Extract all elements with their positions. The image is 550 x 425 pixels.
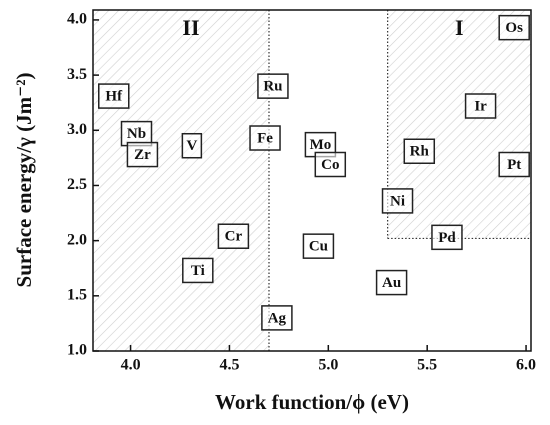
y-axis-title: Surface energy/γ (Jm⁻²) bbox=[12, 73, 36, 288]
point-label: Hf bbox=[105, 89, 123, 105]
point-label: Cr bbox=[225, 229, 243, 245]
point-box bbox=[126, 141, 159, 168]
x-tick-label: 6.0 bbox=[516, 357, 536, 374]
region bbox=[93, 10, 269, 351]
point-box bbox=[464, 93, 497, 119]
point-label: Au bbox=[382, 275, 401, 291]
point-label: Ru bbox=[263, 79, 282, 95]
point-label: Ir bbox=[474, 98, 487, 114]
point-label: Co bbox=[321, 157, 339, 173]
y-tick-label: 1.5 bbox=[67, 286, 87, 303]
y-tick-label: 3.0 bbox=[67, 121, 87, 138]
y-tick-label: 1.0 bbox=[67, 342, 87, 359]
y-tick-label: 2.5 bbox=[67, 176, 87, 193]
point-label: Os bbox=[505, 20, 523, 36]
region-label: II bbox=[182, 15, 199, 40]
point-label: Ni bbox=[390, 193, 405, 209]
y-tick-label: 4.0 bbox=[67, 11, 87, 28]
point-box bbox=[249, 125, 281, 151]
point-box bbox=[98, 83, 130, 109]
point-label: Rh bbox=[410, 144, 430, 160]
point-box bbox=[381, 188, 414, 214]
point-box bbox=[182, 257, 214, 284]
x-tick-label: 5.5 bbox=[417, 357, 437, 374]
x-tick-label: 5.0 bbox=[318, 357, 338, 374]
point-box bbox=[498, 14, 530, 41]
point-label: Pd bbox=[438, 230, 456, 246]
y-tick-label: 2.0 bbox=[67, 231, 87, 248]
x-tick-label: 4.0 bbox=[121, 357, 141, 374]
point-box bbox=[375, 269, 408, 296]
point-box bbox=[217, 223, 250, 249]
point-label: Ag bbox=[268, 310, 287, 326]
point-label: Pt bbox=[507, 157, 521, 173]
x-axis-title: Work function/ϕ (eV) bbox=[215, 390, 409, 414]
point-box bbox=[314, 151, 347, 178]
point-label: Ti bbox=[191, 263, 205, 279]
point-box bbox=[302, 233, 335, 259]
point-label: Mo bbox=[310, 137, 332, 153]
point-box bbox=[403, 138, 436, 165]
point-box bbox=[257, 73, 289, 99]
plot-frame bbox=[92, 9, 532, 352]
region-label: I bbox=[455, 15, 464, 40]
point-box bbox=[261, 305, 293, 331]
x-tick-label: 4.5 bbox=[219, 357, 239, 374]
point-box bbox=[498, 151, 530, 178]
point-label: Fe bbox=[257, 130, 273, 146]
point-box bbox=[181, 132, 203, 159]
point-label: Nb bbox=[127, 126, 146, 142]
point-label: Zr bbox=[134, 147, 151, 163]
y-tick-label: 3.5 bbox=[67, 66, 87, 83]
point-box bbox=[431, 224, 463, 251]
point-label: V bbox=[186, 138, 197, 154]
point-label: Cu bbox=[309, 239, 328, 255]
